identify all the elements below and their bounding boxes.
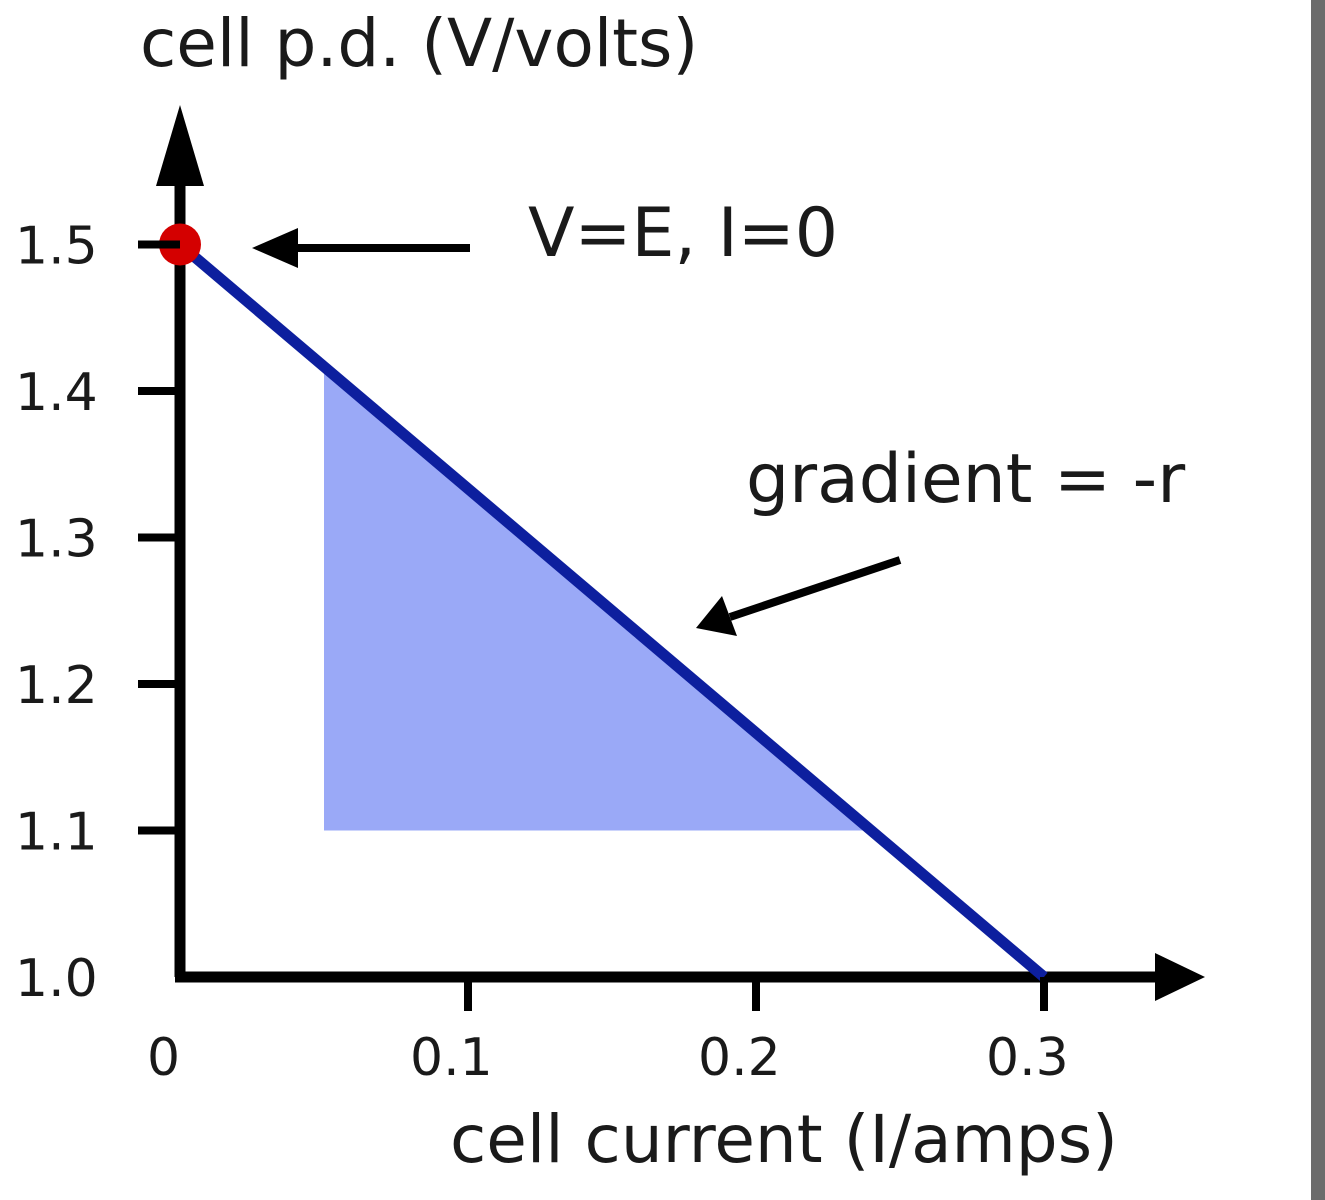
y-tick-label: 1.4	[15, 363, 98, 423]
y-tick-label: 1.5	[15, 217, 98, 277]
x-tick-label: 0.3	[986, 1028, 1069, 1088]
x-axis-title: cell current (I/amps)	[450, 1101, 1118, 1178]
annotation-gradient: gradient = -r	[746, 440, 1185, 519]
x-axis-arrowhead	[1155, 953, 1205, 1001]
x-tick-label: 0	[147, 1028, 180, 1088]
x-tick-label: 0.1	[410, 1028, 493, 1088]
y-tick-label: 1.0	[15, 949, 98, 1009]
image-border	[1311, 0, 1325, 1200]
annotation-arrow-shaft	[728, 556, 902, 621]
annotation-arrowhead	[252, 228, 298, 268]
y-axis-arrowhead	[156, 105, 204, 186]
series-line	[176, 240, 1048, 982]
annotation-arrowhead	[696, 596, 737, 636]
annotation-v-equals-e: V=E, I=0	[528, 194, 838, 273]
x-tick-label: 0.2	[698, 1028, 781, 1088]
y-tick-label: 1.3	[15, 510, 98, 570]
y-tick-label: 1.2	[15, 656, 98, 716]
y-tick-label: 1.1	[15, 803, 98, 863]
y-axis-title: cell p.d. (V/volts)	[140, 5, 698, 82]
